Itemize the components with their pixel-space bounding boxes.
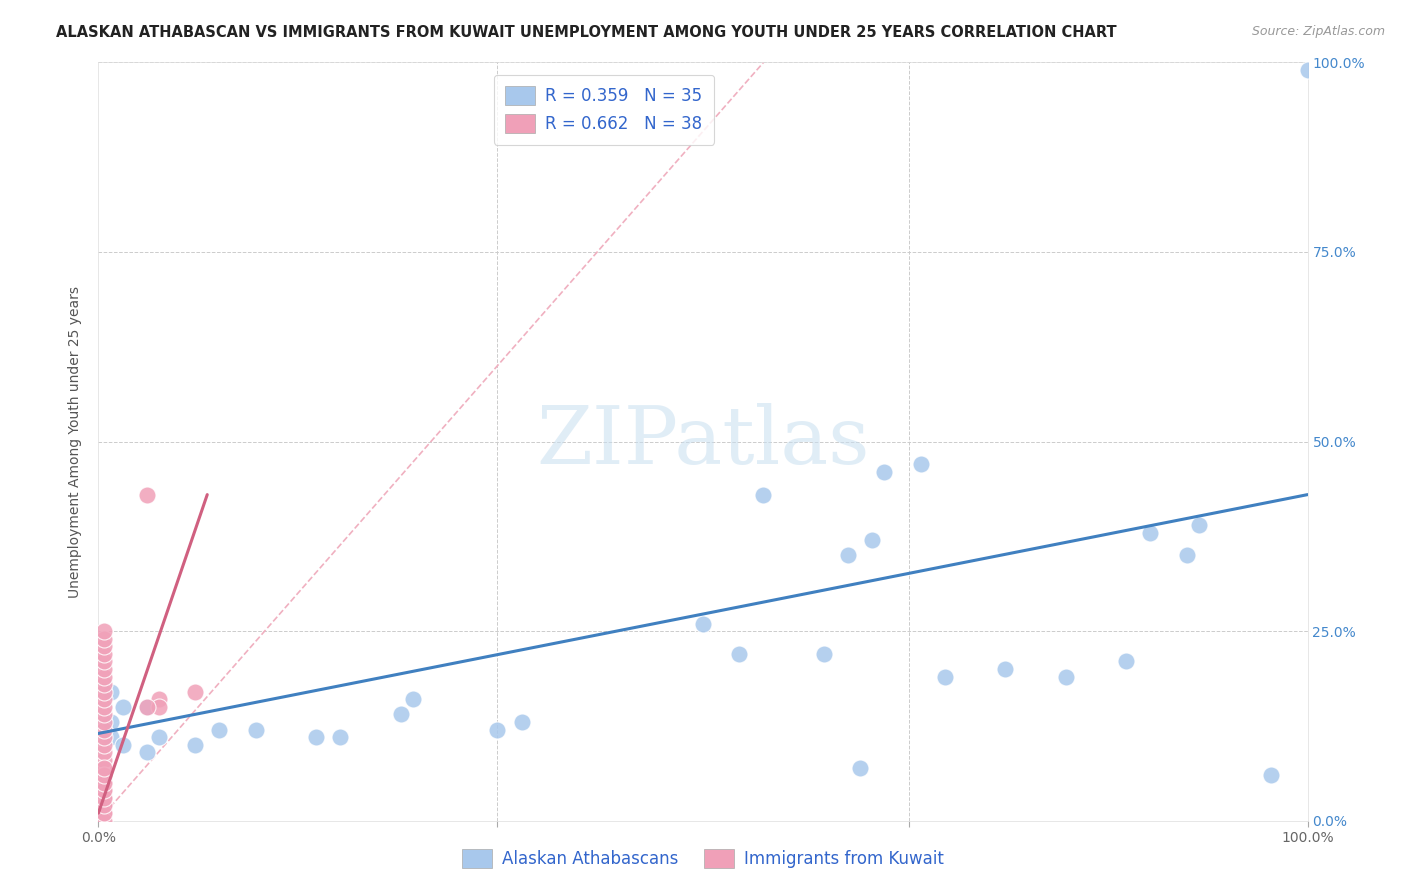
Point <box>184 685 207 699</box>
Point <box>93 776 115 790</box>
Point <box>93 669 115 683</box>
Point <box>93 753 115 767</box>
Point <box>93 791 115 805</box>
Point <box>692 616 714 631</box>
Point <box>93 632 115 646</box>
Point <box>111 738 134 752</box>
Point <box>849 760 872 774</box>
Point <box>93 806 115 821</box>
Point <box>135 746 157 760</box>
Point <box>93 776 115 790</box>
Point <box>93 677 115 691</box>
Point <box>93 699 115 714</box>
Point <box>208 723 231 737</box>
Point <box>93 768 115 782</box>
Point <box>148 730 170 744</box>
Point <box>93 814 115 828</box>
Point <box>148 699 170 714</box>
Point <box>93 791 115 805</box>
Point <box>837 548 859 563</box>
Point <box>910 458 932 472</box>
Point <box>93 798 115 813</box>
Point <box>93 624 115 639</box>
Point <box>100 715 122 730</box>
Point <box>402 692 425 706</box>
Point <box>1054 669 1077 683</box>
Point <box>93 768 115 782</box>
Point <box>184 738 207 752</box>
Point <box>93 806 115 821</box>
Point <box>813 647 835 661</box>
Point <box>994 662 1017 676</box>
Point <box>1175 548 1198 563</box>
Point <box>93 783 115 797</box>
Point <box>93 639 115 653</box>
Point <box>135 699 157 714</box>
Point <box>1296 62 1319 77</box>
Point <box>752 487 775 501</box>
Y-axis label: Unemployment Among Youth under 25 years: Unemployment Among Youth under 25 years <box>69 285 83 598</box>
Point <box>135 699 157 714</box>
Point <box>245 723 267 737</box>
Point <box>93 760 115 774</box>
Point <box>1139 525 1161 540</box>
Point <box>1260 768 1282 782</box>
Point <box>93 692 115 706</box>
Point <box>93 730 115 744</box>
Point <box>93 723 115 737</box>
Point <box>728 647 751 661</box>
Point <box>93 798 115 813</box>
Point <box>93 685 115 699</box>
Point <box>93 647 115 661</box>
Point <box>100 685 122 699</box>
Point <box>93 662 115 676</box>
Point <box>111 699 134 714</box>
Point <box>486 723 509 737</box>
Point <box>93 707 115 722</box>
Point <box>93 655 115 669</box>
Point <box>305 730 328 744</box>
Legend: Alaskan Athabascans, Immigrants from Kuwait: Alaskan Athabascans, Immigrants from Kuw… <box>456 842 950 875</box>
Point <box>860 533 883 548</box>
Point <box>1115 655 1137 669</box>
Point <box>934 669 956 683</box>
Point <box>389 707 412 722</box>
Point <box>135 487 157 501</box>
Legend: R = 0.359   N = 35, R = 0.662   N = 38: R = 0.359 N = 35, R = 0.662 N = 38 <box>494 75 714 145</box>
Text: ALASKAN ATHABASCAN VS IMMIGRANTS FROM KUWAIT UNEMPLOYMENT AMONG YOUTH UNDER 25 Y: ALASKAN ATHABASCAN VS IMMIGRANTS FROM KU… <box>56 25 1116 40</box>
Point <box>510 715 533 730</box>
Point <box>93 760 115 774</box>
Text: ZIPatlas: ZIPatlas <box>536 402 870 481</box>
Point <box>93 738 115 752</box>
Point <box>148 692 170 706</box>
Point <box>329 730 352 744</box>
Text: Source: ZipAtlas.com: Source: ZipAtlas.com <box>1251 25 1385 38</box>
Point <box>93 746 115 760</box>
Point <box>100 730 122 744</box>
Point <box>1188 517 1211 532</box>
Point <box>93 715 115 730</box>
Point <box>93 783 115 797</box>
Point <box>873 465 896 479</box>
